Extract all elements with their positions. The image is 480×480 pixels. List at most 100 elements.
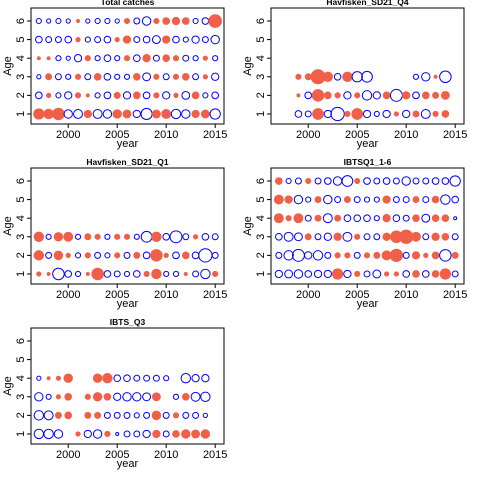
residual-bubble: [143, 374, 151, 382]
residual-bubble: [33, 231, 45, 242]
residual-bubble: [363, 233, 371, 241]
residual-bubble: [123, 374, 131, 383]
residual-bubble: [373, 110, 380, 118]
residual-bubble: [55, 55, 62, 62]
residual-bubble: [114, 55, 121, 62]
residual-bubble: [162, 411, 170, 419]
residual-bubble: [182, 411, 190, 419]
residual-bubble: [104, 233, 111, 240]
residual-bubble: [212, 55, 219, 62]
y-tick-label: 4: [255, 215, 267, 221]
residual-bubble: [384, 271, 390, 277]
residual-bubble: [323, 91, 332, 100]
residual-bubble: [322, 213, 333, 224]
residual-bubble: [43, 108, 54, 120]
residual-bubble: [285, 177, 292, 185]
y-tick-label: 3: [255, 234, 267, 240]
residual-bubble: [334, 252, 341, 259]
residual-bubble: [293, 269, 304, 279]
residual-bubble: [351, 108, 364, 120]
residual-bubble: [64, 91, 73, 100]
residual-bubble: [113, 411, 121, 419]
residual-bubble: [422, 196, 430, 204]
residual-bubble: [412, 177, 420, 185]
residual-bubble: [304, 214, 312, 222]
residual-bubble: [363, 270, 371, 278]
residual-bubble: [342, 231, 353, 242]
residual-bubble: [372, 91, 381, 100]
residual-bubble: [85, 93, 90, 98]
x-tick-label: 2000: [56, 129, 80, 141]
residual-bubble: [440, 90, 450, 100]
residual-bubble: [142, 54, 151, 63]
residual-bubble: [172, 73, 180, 80]
residual-bubble: [202, 92, 209, 99]
residual-bubble: [439, 70, 452, 84]
residual-bubble: [63, 373, 73, 383]
residual-bubble: [451, 251, 459, 259]
residual-bubble: [411, 231, 421, 242]
residual-bubble: [334, 92, 341, 99]
residual-bubble: [275, 251, 283, 259]
residual-bubble: [353, 214, 362, 223]
residual-bubble: [181, 72, 190, 81]
y-tick-label: 5: [255, 37, 267, 43]
residual-bubble: [451, 233, 459, 241]
residual-bubble: [52, 267, 65, 281]
residual-bubble: [392, 196, 400, 204]
residual-bubble: [181, 251, 190, 260]
residual-bubble: [211, 91, 220, 100]
x-tick-label: 2000: [56, 449, 80, 461]
residual-bubble: [412, 196, 420, 204]
residual-bubble: [123, 251, 131, 259]
residual-bubble: [453, 216, 458, 221]
residual-bubble: [94, 411, 102, 419]
y-tick-label: 5: [255, 197, 267, 203]
residual-bubble: [114, 252, 121, 259]
residual-bubble: [133, 17, 141, 25]
residual-bubble: [382, 232, 391, 241]
residual-bubble: [322, 71, 334, 82]
residual-bubble: [304, 270, 313, 278]
y-tick-label: 3: [15, 74, 27, 80]
residual-bubble: [43, 410, 54, 421]
residual-bubble: [170, 108, 182, 120]
residual-bubble: [439, 268, 452, 280]
residual-bubble: [169, 230, 183, 244]
residual-bubble: [151, 392, 161, 402]
residual-bubble: [285, 215, 292, 222]
residual-bubble: [431, 232, 440, 241]
residual-bubble: [33, 250, 45, 261]
residual-bubble: [46, 92, 52, 98]
residual-bubble: [35, 91, 43, 100]
residual-bubble: [441, 110, 450, 118]
residual-bubble: [200, 429, 211, 439]
residual-bubble: [172, 412, 180, 419]
x-tick-label: 2015: [443, 129, 467, 141]
residual-bubble: [74, 92, 82, 99]
residual-bubble: [75, 37, 81, 43]
residual-bubble: [114, 18, 120, 24]
residual-bubble: [84, 55, 91, 62]
residual-bubble: [73, 54, 83, 63]
residual-bubble: [190, 391, 201, 402]
residual-bubble: [201, 17, 210, 25]
residual-bubble: [53, 232, 64, 242]
panel-title: Havfisken_SD21_Q4: [326, 0, 408, 7]
residual-bubble: [143, 270, 150, 278]
residual-bubble: [354, 92, 361, 99]
residual-bubble: [45, 393, 52, 400]
residual-bubble: [104, 430, 111, 438]
residual-bubble: [152, 54, 160, 62]
residual-bubble: [411, 251, 421, 260]
residual-bubble: [201, 36, 209, 44]
residual-bubble: [173, 92, 179, 98]
residual-bubble: [36, 375, 42, 381]
residual-bubble: [103, 411, 111, 419]
residual-bubble: [382, 195, 391, 204]
residual-bubble: [172, 251, 180, 260]
residual-bubble: [115, 431, 120, 436]
residual-bubble: [142, 392, 152, 402]
residual-bubble: [140, 107, 153, 121]
x-tick-label: 2010: [154, 129, 178, 141]
